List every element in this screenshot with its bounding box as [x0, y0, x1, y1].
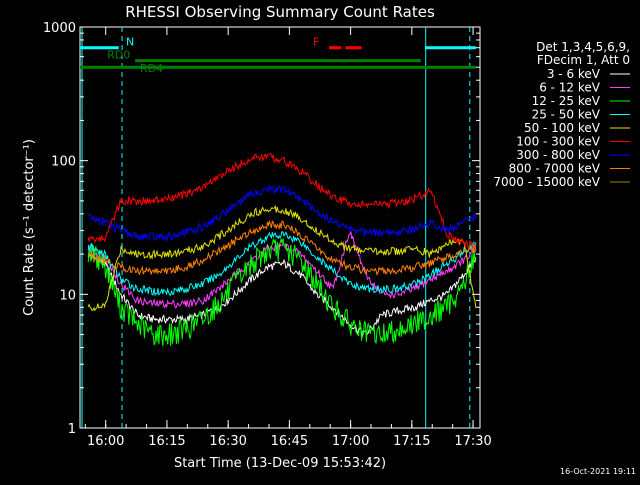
timestamp: 16-Oct-2021 19:11 [560, 467, 636, 476]
series-line-3 [87, 230, 477, 297]
legend-header: Det 1,3,4,5,6,9, [536, 40, 630, 54]
series-line-1 [87, 231, 477, 309]
series-line-6 [87, 185, 477, 243]
x-tick-label: 16:30 [209, 434, 246, 449]
y-axis-label: Count Rate (s⁻¹ detector⁻¹) [22, 139, 37, 316]
x-tick-label: 16:00 [87, 434, 124, 449]
plot-frame [79, 26, 481, 429]
y-tick-label: 1000 [43, 21, 76, 36]
legend-label: 6 - 12 keV [539, 81, 601, 95]
y-tick-label: 10 [59, 288, 76, 303]
legend-label: 3 - 6 keV [547, 67, 601, 81]
legend-label: 300 - 800 keV [516, 148, 600, 162]
x-tick-label: 17:30 [454, 434, 491, 449]
series-line-2 [87, 237, 477, 347]
x-axis-label: Start Time (13-Dec-09 15:53:42) [174, 456, 386, 471]
x-tick-label: 16:45 [271, 434, 308, 449]
legend-label: 100 - 300 keV [516, 135, 600, 149]
legend-label: 50 - 100 keV [524, 121, 601, 135]
legend-label: 12 - 25 keV [532, 94, 601, 108]
series-line-4 [87, 204, 477, 312]
series-line-7 [87, 219, 477, 276]
y-tick-label: 1 [68, 422, 76, 437]
x-tick-label: 17:00 [332, 434, 369, 449]
state-label-N: N [126, 36, 134, 49]
state-label-RD0: RD0 [107, 49, 130, 62]
y-tick-label: 100 [51, 155, 76, 170]
legend-header: FDecim 1, Att 0 [537, 53, 630, 67]
x-tick-label: 17:15 [393, 434, 430, 449]
legend-label: 800 - 7000 keV [509, 162, 601, 176]
legend-label: 25 - 50 keV [532, 108, 601, 122]
chart-title: RHESSI Observing Summary Count Rates [125, 3, 435, 21]
state-label-F: F [313, 36, 319, 49]
state-label-RD4: RD4 [140, 62, 163, 75]
legend-label: 7000 - 15000 keV [493, 175, 600, 189]
x-tick-label: 16:15 [148, 434, 185, 449]
series-line-5 [87, 152, 477, 250]
series-line-0 [87, 251, 477, 338]
